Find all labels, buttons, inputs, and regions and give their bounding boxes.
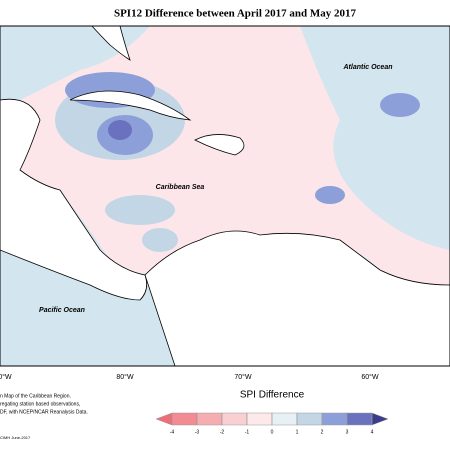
anomaly — [105, 195, 175, 225]
ocean-label: Atlantic Ocean — [342, 64, 392, 71]
florida — [91, 25, 131, 61]
anomaly — [142, 228, 178, 252]
footnote: regating station based observations, — [0, 401, 80, 407]
colorbar-tick-label: 1 — [296, 429, 299, 435]
colorbar-segment — [321, 412, 348, 426]
colorbar-segment — [246, 412, 273, 426]
colorbar-tick-label: 4 — [371, 429, 374, 435]
anomaly — [315, 186, 345, 204]
colorbar-tick-label: 3 — [346, 429, 349, 435]
longitude-label: 60°W — [361, 373, 379, 381]
ocean-label: Caribbean Sea — [156, 184, 205, 191]
legend-title: SPI Difference — [240, 390, 305, 401]
longitude-label: 0°W — [0, 373, 12, 381]
cuba — [69, 90, 192, 121]
map-frame — [0, 25, 450, 367]
ocean-label: Pacific Ocean — [39, 307, 85, 314]
colorbar-segment — [221, 412, 248, 426]
colorbar-tick-label: -3 — [195, 429, 200, 435]
colorbar-tick-label: -1 — [245, 429, 250, 435]
anomaly — [300, 26, 450, 250]
footnote: n Map of the Caribbean Region. — [0, 393, 71, 399]
longitude-label: 80°W — [116, 373, 134, 381]
anomaly — [380, 93, 420, 117]
colorbar-tick-label: 2 — [321, 429, 324, 435]
colorbar-segment — [196, 412, 223, 426]
footnote: CIMH June-2017 — [0, 435, 31, 440]
hispaniola — [194, 134, 245, 156]
legend: -4 -3 -2 -1 0 1 2 3 4 — [155, 412, 389, 435]
colorbar-segment — [346, 412, 373, 426]
longitude-label: 70°W — [234, 373, 252, 381]
colorbar-segment — [271, 412, 298, 426]
colorbar-tick-label: -2 — [220, 429, 225, 435]
colorbar-tick-label: 0 — [271, 429, 274, 435]
colorbar-tick-label: -4 — [170, 429, 175, 435]
anomaly — [108, 120, 132, 140]
central-america — [0, 98, 148, 301]
colorbar-arrow — [155, 412, 173, 426]
colorbar-segment — [296, 412, 323, 426]
colorbar-segment — [171, 412, 198, 426]
colorbar-arrow — [371, 412, 389, 426]
map: Atlantic Ocean Caribbean Sea Pacific Oce… — [0, 25, 450, 367]
footnote: DF, with NCEP/NCAR Reanalysis Data. — [0, 409, 88, 415]
title: SPI12 Difference between April 2017 and … — [114, 8, 357, 20]
